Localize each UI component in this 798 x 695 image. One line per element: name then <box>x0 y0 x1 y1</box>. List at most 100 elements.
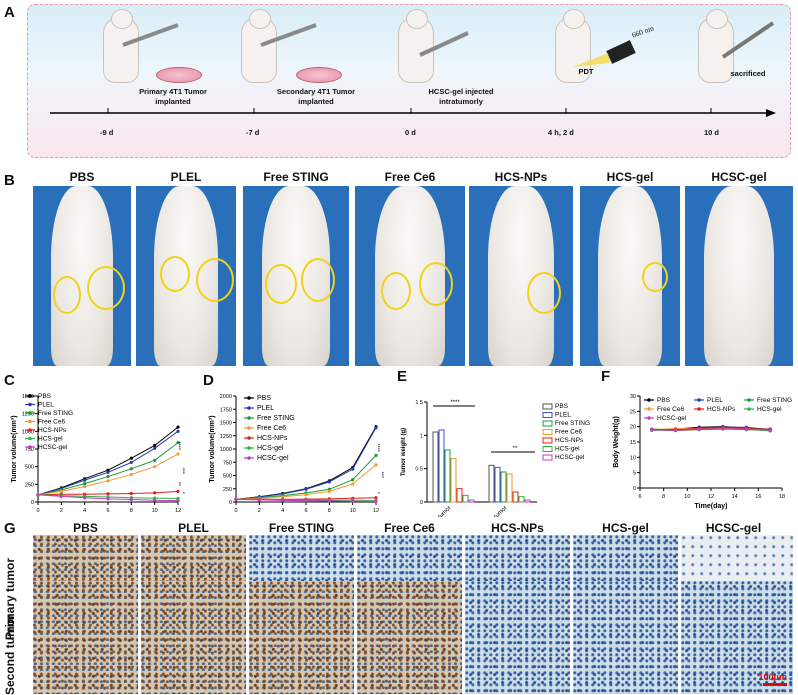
data-point <box>36 493 40 497</box>
mouse-illustration <box>103 9 139 83</box>
timeline-graphics <box>50 21 776 117</box>
legend-label: Free STING <box>257 415 295 422</box>
data-point <box>374 499 378 504</box>
event-label: PDT <box>578 67 594 76</box>
group-title: Free STING <box>263 170 329 184</box>
y-tick-label: 20 <box>630 425 636 431</box>
data-point <box>153 458 157 462</box>
significance-label: ** <box>513 446 518 452</box>
legend-label: HCS-NPs <box>257 435 288 442</box>
bar <box>432 431 439 503</box>
event-label: Primary 4T1 Tumor implanted <box>139 87 207 106</box>
legend-label: PLEL <box>38 402 54 409</box>
tumor-weight-chart: 0 0.5 1 1.5 Tumor weight (g) primary tumor sec… <box>401 400 590 517</box>
y-tick-label: 2000 <box>220 394 232 400</box>
y-tick-label: 750 <box>223 460 232 466</box>
series-line-hcsc-gel <box>651 428 771 431</box>
legend-marker <box>28 428 32 432</box>
bar <box>444 449 451 503</box>
mouse-photo <box>685 186 793 366</box>
legend-label: Free Ce6 <box>257 425 286 432</box>
hist-column-title: HCS-gel <box>602 521 649 535</box>
data-point <box>351 482 355 486</box>
ihc-image <box>249 581 354 694</box>
mouse-illustration <box>241 9 277 83</box>
group-title: PLEL <box>170 170 202 184</box>
hist-column-title: Free STING <box>268 521 335 535</box>
x-tick-label: 4 <box>281 508 284 514</box>
tumor-volume-primary-chart: 0250500750100012501500024681012Time(day)… <box>11 393 189 514</box>
y-tick-label: 1000 <box>220 447 232 453</box>
data-point <box>153 443 157 448</box>
legend-label: HCSC-gel <box>257 455 289 462</box>
data-point <box>129 460 133 465</box>
hist-column-title: HCS-NPs <box>491 521 544 535</box>
panel-label-b: B <box>4 172 15 189</box>
day-label: -9 d <box>100 128 114 137</box>
x-tick-label: 0 <box>234 508 237 514</box>
x-tick-label: 10 <box>684 494 690 500</box>
data-point <box>59 494 63 498</box>
legend-swatch <box>542 403 553 410</box>
significance-label: *** <box>183 467 189 474</box>
hist-column-title: Free Ce6 <box>384 521 435 535</box>
laser-beam <box>573 53 610 67</box>
panel-label-c: C <box>4 372 15 389</box>
significance-label: *** <box>382 471 388 478</box>
legend-label: HCS-gel <box>757 406 782 413</box>
legend-marker <box>697 407 701 411</box>
syringe-icon <box>122 23 179 47</box>
legend-marker <box>747 407 751 411</box>
legend-marker <box>247 426 251 430</box>
y-tick-label: 15 <box>630 440 636 446</box>
data-point <box>768 428 772 432</box>
data-point <box>176 429 180 433</box>
legend-label: HCS-gel <box>257 445 284 452</box>
y-tick-label: 250 <box>25 482 34 488</box>
ihc-image <box>33 581 138 694</box>
y-tick-label: 500 <box>223 474 232 480</box>
scale-bar <box>763 683 787 686</box>
row-label-second: Second tumor <box>3 614 17 695</box>
bar <box>494 466 501 503</box>
x-tick-label: 14 <box>732 494 738 500</box>
data-point <box>176 489 180 493</box>
y-axis-label: Tumor volume(mm³) <box>11 415 18 482</box>
legend-label: PBS <box>657 397 671 404</box>
day-label: 10 d <box>704 128 720 137</box>
x-tick-label: second tumor <box>478 505 508 517</box>
legend-marker <box>647 416 651 420</box>
mouse-photo <box>243 186 349 366</box>
data-point <box>673 428 678 432</box>
data-point <box>129 491 133 496</box>
legend-swatch <box>542 429 553 435</box>
legend-label: HCSC-gel <box>657 415 687 422</box>
x-tick-label: 0 <box>36 508 39 514</box>
group-title: HCSC-gel <box>711 170 767 184</box>
bar <box>450 458 457 503</box>
data-point <box>106 492 110 496</box>
legend-swatch <box>542 420 553 427</box>
data-point <box>327 489 331 493</box>
x-tick-label: 10 <box>152 508 158 514</box>
legend-label: HCS-NPs <box>38 427 67 434</box>
timeline-panel: Primary 4T1 Tumor implanted Secondary 4T1… <box>27 4 791 158</box>
bar <box>512 491 519 503</box>
legend-label: HCS-gel <box>555 446 580 453</box>
legend-label: PLEL <box>707 397 723 404</box>
panel-label-d: D <box>203 372 214 389</box>
data-point <box>304 499 308 503</box>
y-tick-label: 5 <box>633 471 636 477</box>
legend-marker <box>647 407 651 411</box>
event-label: HCSC-gel injected intratumorly <box>428 87 494 106</box>
data-point <box>351 467 355 471</box>
data-point <box>83 496 87 500</box>
bar <box>506 473 513 503</box>
data-point <box>351 499 355 503</box>
mouse-photo <box>355 186 465 366</box>
y-tick-label: 1250 <box>22 412 34 418</box>
legend-label: PLEL <box>555 412 571 419</box>
event-label: sacrificed <box>730 69 766 78</box>
panel-label-e: E <box>397 368 408 385</box>
x-tick-label: 12 <box>373 508 379 514</box>
